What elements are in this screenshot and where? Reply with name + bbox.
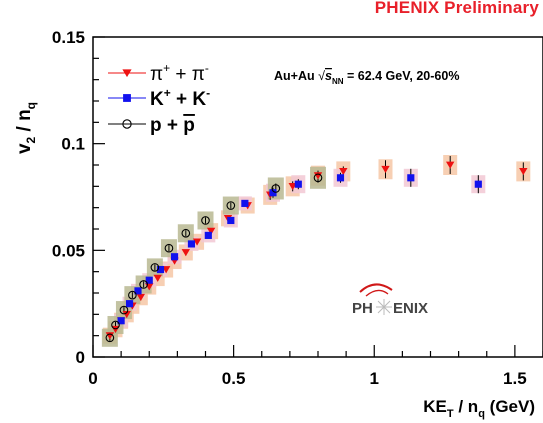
legend-entry-kaons: K+ + K-: [150, 86, 210, 110]
data-point: [171, 253, 178, 260]
collision-annotation: Au+Au √sNN = 62.4 GeV, 20-60%: [274, 69, 459, 86]
plot-frame: [93, 37, 543, 357]
legend-marker-kaons: [123, 94, 131, 102]
x-tick-label: 1: [370, 369, 379, 388]
legend-entry-pions: π+ + π-: [150, 61, 209, 85]
data-point: [126, 300, 133, 307]
y-tick-label: 0: [76, 348, 85, 367]
svg-text:PH: PH: [352, 300, 373, 317]
x-tick-label: 0.5: [222, 369, 246, 388]
data-point: [188, 240, 195, 247]
phenix-logo: PH ENIX: [352, 284, 428, 317]
data-point: [295, 181, 302, 188]
x-tick-label: 0: [88, 369, 97, 388]
y-tick-label: 0.1: [61, 135, 85, 154]
svg-text:ENIX: ENIX: [393, 300, 428, 317]
data-point: [407, 174, 414, 181]
legend-entry-protons: p + p: [150, 115, 195, 136]
data-point: [241, 200, 248, 207]
y-axis-label: v2 / nq: [14, 102, 38, 154]
plot-area: [93, 37, 543, 357]
legend: π+ + π- K+ + K- p + p: [108, 61, 210, 136]
x-axis-label: KET / nq (GeV): [423, 397, 535, 420]
legend-markers: [108, 69, 146, 128]
data-point: [205, 232, 212, 239]
y-tick-label: 0.15: [52, 28, 85, 47]
data-point: [337, 174, 344, 181]
data-point: [227, 217, 234, 224]
x-tick-label: 1.5: [503, 369, 527, 388]
y-tick-label: 0.05: [52, 241, 85, 260]
data-point: [475, 181, 482, 188]
